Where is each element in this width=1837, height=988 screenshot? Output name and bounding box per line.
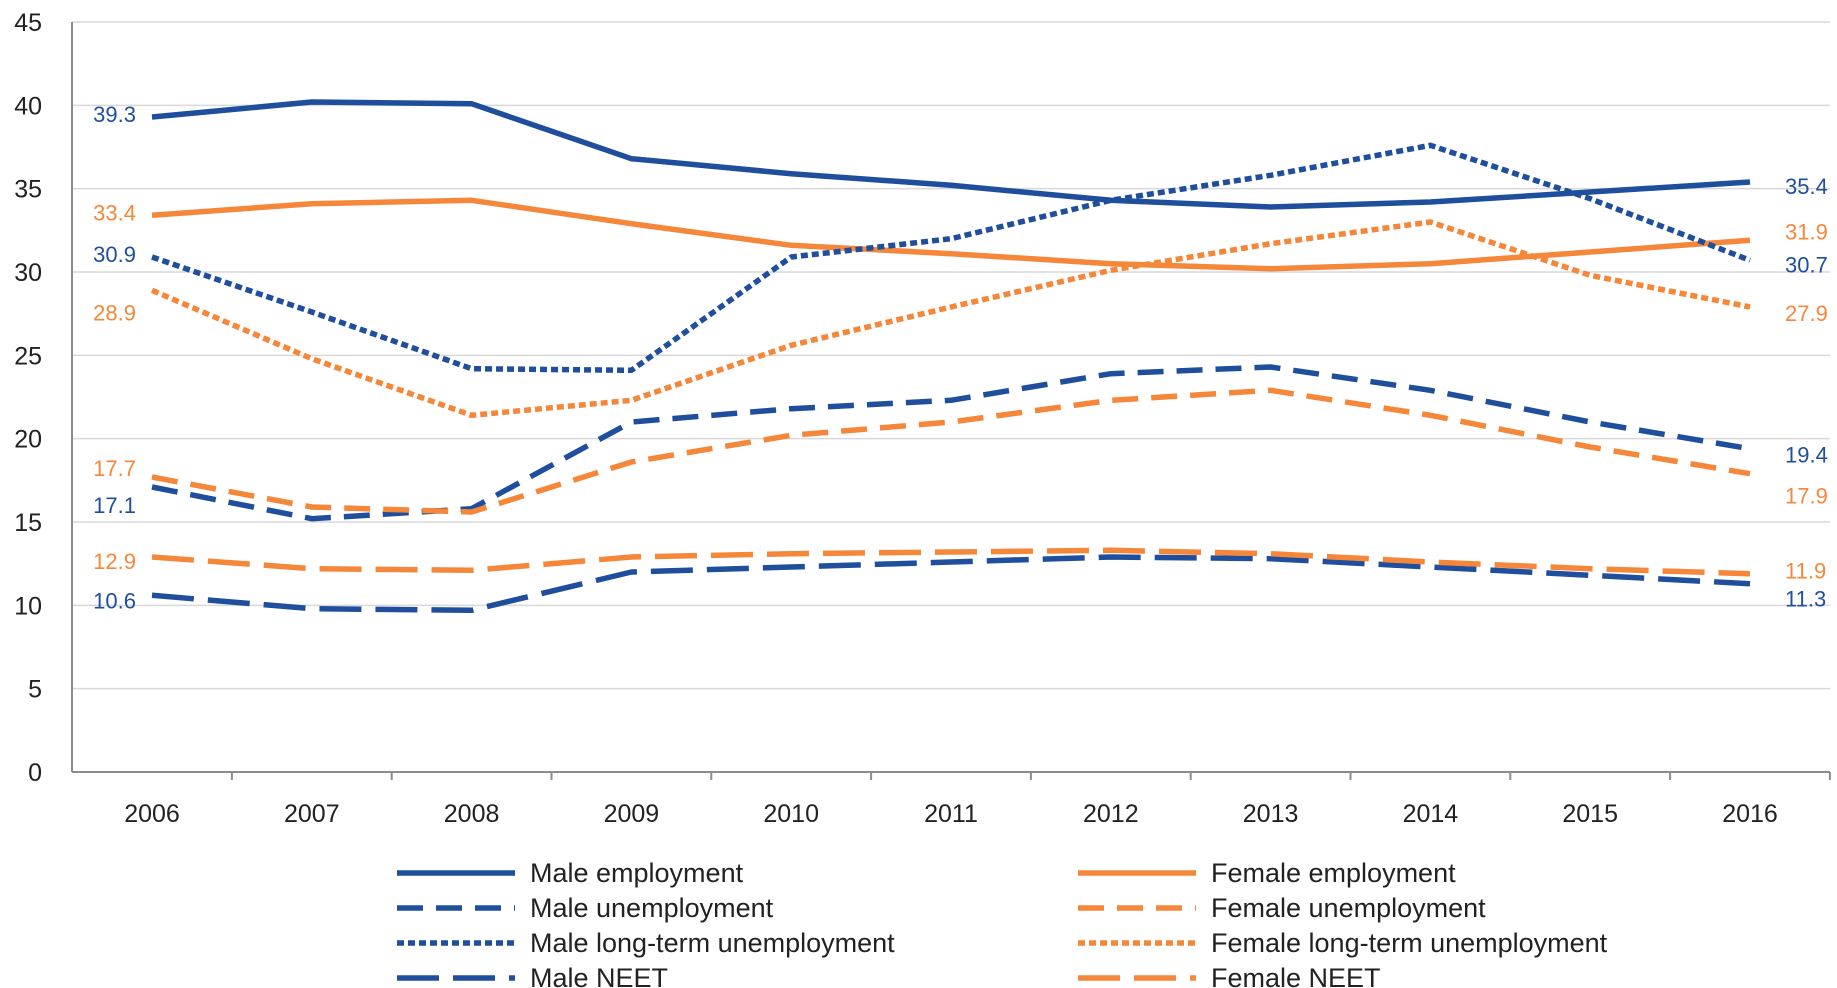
y-tick-label: 35: [14, 176, 42, 204]
legend-label: Female employment: [1211, 858, 1456, 888]
series-line-0: [151, 99, 1751, 210]
data-label-first: 17.7: [93, 456, 136, 481]
x-tick-label: 2007: [284, 800, 340, 828]
y-tick-label: 5: [28, 676, 42, 704]
legend-label: Male long-term unemployment: [530, 928, 895, 958]
data-label-first: 10.6: [93, 588, 136, 613]
x-tick-label: 2013: [1243, 800, 1299, 828]
x-tick-label: 2009: [604, 800, 660, 828]
x-tick-label: 2006: [124, 800, 180, 828]
series-line-4: [151, 142, 1751, 374]
x-tick-label: 2011: [924, 800, 978, 828]
data-label-last: 27.9: [1785, 301, 1828, 326]
legend-label: Male NEET: [530, 963, 668, 988]
y-tick-label: 45: [14, 9, 42, 37]
legend-label: Female long-term unemployment: [1211, 928, 1608, 958]
data-label-last: 11.9: [1785, 559, 1826, 584]
x-tick-label: 2016: [1722, 800, 1778, 828]
y-tick-label: 0: [28, 759, 42, 787]
y-tick-label: 25: [14, 342, 42, 370]
data-label-last: 31.9: [1785, 219, 1828, 244]
data-label-last: 17.9: [1785, 484, 1828, 509]
legend-label: Male unemployment: [530, 893, 774, 923]
data-label-first: 12.9: [93, 549, 136, 574]
data-label-last: 11.3: [1785, 587, 1826, 612]
data-label-last: 35.4: [1785, 174, 1828, 199]
x-tick-label: 2008: [444, 800, 500, 828]
legend: Male employment Female employment Male une…: [397, 858, 1608, 988]
gridlines: [72, 21, 1830, 690]
series-line-2: [151, 364, 1751, 522]
series-line-3: [151, 387, 1751, 515]
data-label-first: 30.9: [93, 242, 136, 267]
y-tick-label: 30: [14, 259, 42, 287]
x-tick-label: 2014: [1403, 800, 1459, 828]
data-label-first: 39.3: [93, 102, 136, 127]
series-line-6: [151, 554, 1751, 614]
legend-label: Male employment: [530, 858, 744, 888]
data-label-first: 28.9: [93, 300, 136, 325]
x-tick-label: 2012: [1083, 800, 1139, 828]
data-label-first: 33.4: [93, 200, 136, 225]
y-tick-label: 10: [14, 592, 42, 620]
data-label-first: 17.1: [93, 493, 136, 518]
y-tick-label: 40: [14, 92, 42, 120]
legend-label: Female NEET: [1211, 963, 1381, 988]
series-line-5: [150, 219, 1751, 419]
legend-label: Female unemployment: [1211, 893, 1486, 923]
data-label-last: 19.4: [1785, 443, 1828, 468]
series-line-1: [151, 197, 1751, 272]
data-label-last: 30.7: [1785, 252, 1828, 277]
series-line-7: [151, 547, 1751, 577]
y-tick-label: 20: [14, 426, 42, 454]
axes: 0 5 10 15 20 25 30 35 40 45 2006 2007 2008 2009 2010 20…: [14, 9, 1831, 828]
data-labels: 39.3 35.4 33.4 31.9 17.1 19.4 17.7 17.9 30.9 30.7…: [93, 102, 1828, 613]
x-tick-label: 2010: [763, 800, 819, 828]
x-tick-label: 2015: [1562, 800, 1618, 828]
series-lines: [150, 99, 1751, 614]
y-tick-label: 15: [14, 509, 42, 537]
